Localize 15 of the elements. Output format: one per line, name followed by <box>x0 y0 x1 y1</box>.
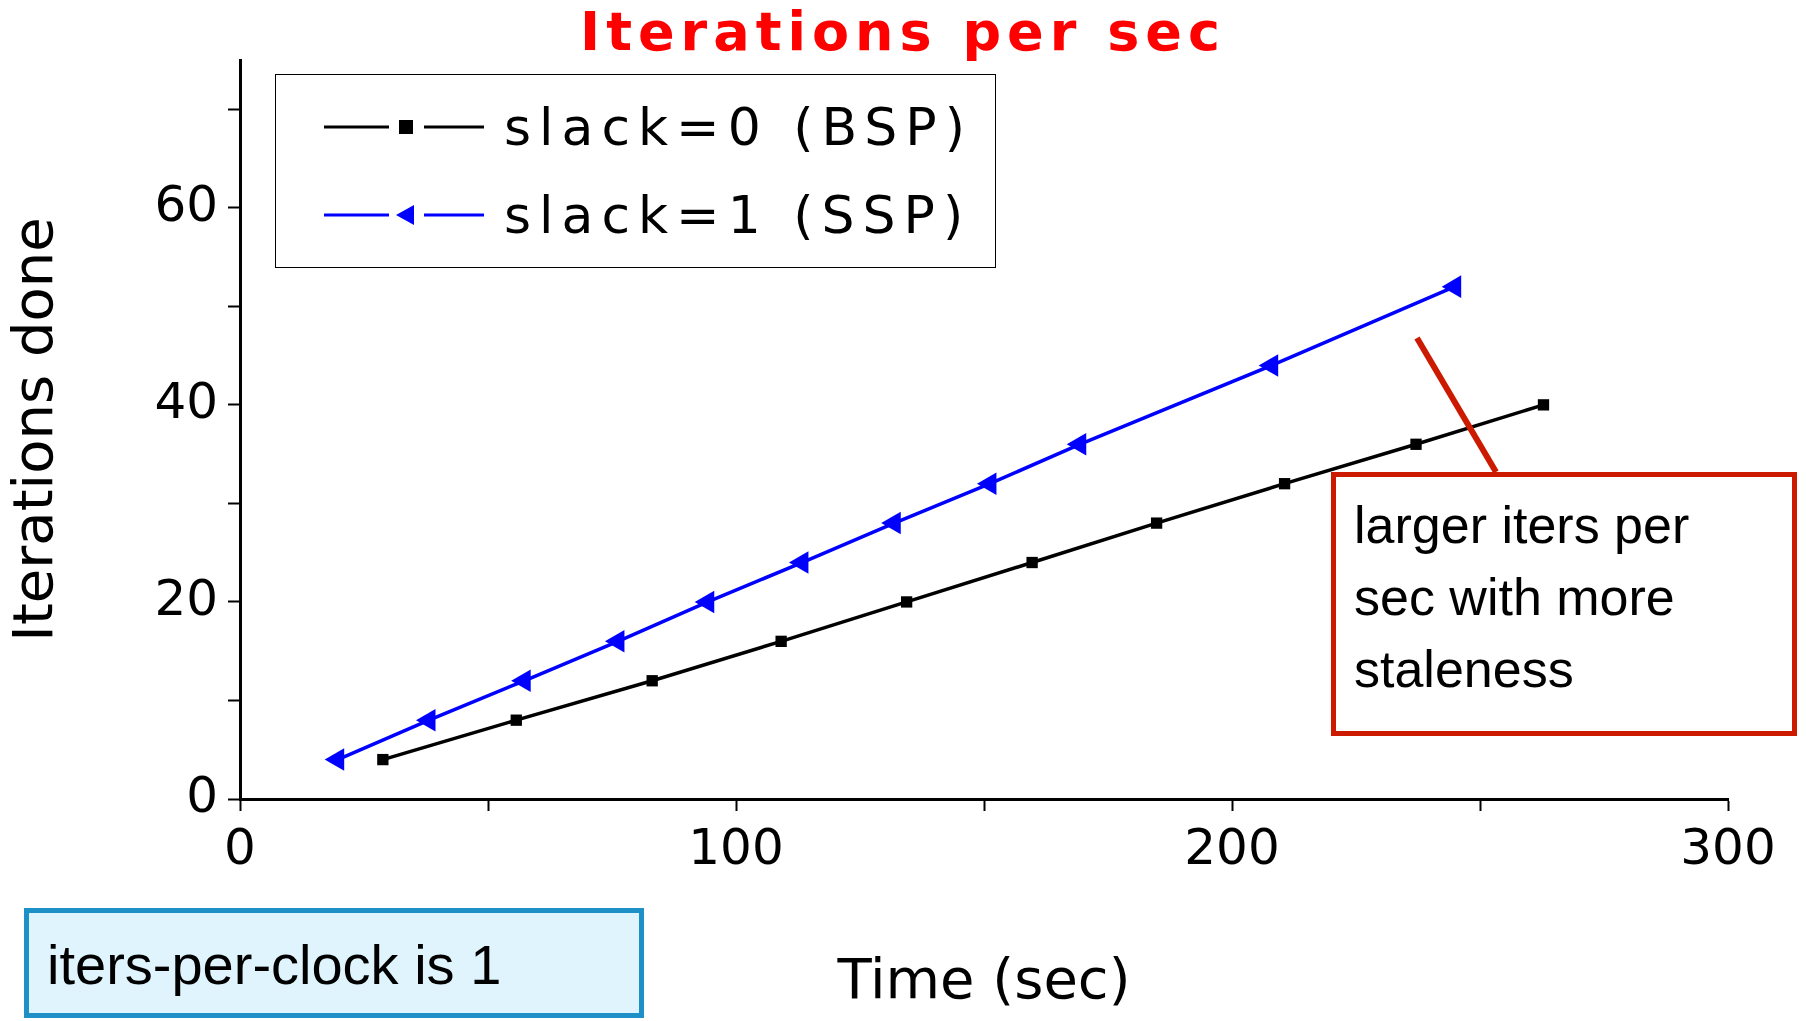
x-tick-label: 100 <box>688 817 784 876</box>
y-axis-title: Iterations done <box>0 217 66 642</box>
x-axis-title: Time (sec) <box>836 945 1131 1011</box>
y-tick-label: 20 <box>154 568 218 627</box>
y-tick-label: 0 <box>186 765 218 824</box>
legend-label: slack=0 (BSP) <box>504 96 973 159</box>
x-tick-label: 200 <box>1184 817 1280 876</box>
y-tick-label: 60 <box>154 174 218 233</box>
text: iters-per-clock is 1 <box>24 908 644 1018</box>
x-tick-label: 0 <box>224 817 256 876</box>
y-tick-label: 40 <box>154 371 218 430</box>
legend-label: slack=1 (SSP) <box>504 184 972 247</box>
annotation: larger iters per sec with more staleness <box>1331 472 1797 736</box>
chart-title: Iterations per sec <box>579 0 1227 63</box>
x-tick-label: 300 <box>1680 817 1776 876</box>
